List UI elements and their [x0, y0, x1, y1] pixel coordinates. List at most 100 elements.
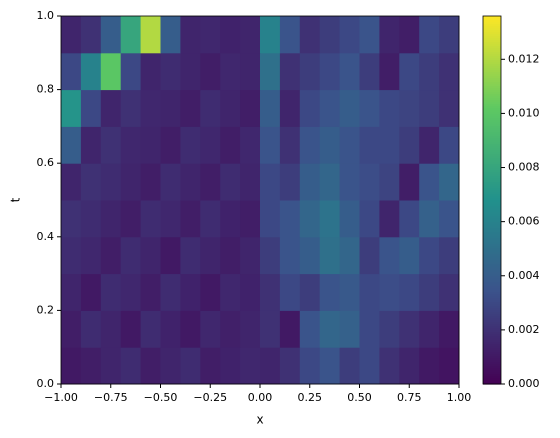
colorbar-segment [483, 84, 501, 87]
colorbar-tick-label: 0.000 [508, 377, 540, 390]
colorbar-segment [483, 218, 501, 221]
heat-cell [140, 89, 161, 127]
x-tick-label: −0.25 [193, 391, 227, 404]
heat-cell [220, 347, 241, 385]
heat-cell [299, 52, 321, 91]
heat-cell [220, 310, 241, 348]
heat-cell [319, 163, 341, 201]
colorbar-segment [483, 282, 501, 285]
colorbar-segment [483, 156, 501, 159]
colorbar-segment [483, 54, 501, 57]
colorbar-segment [483, 348, 501, 351]
heat-cell [319, 126, 341, 164]
heat-cell [80, 89, 102, 127]
colorbar-segment [483, 110, 501, 113]
colorbar-segment [483, 36, 501, 39]
y-tick-label: 0.0 [37, 377, 55, 390]
heat-cell [100, 52, 122, 91]
x-axis-label: x [256, 413, 263, 427]
colorbar-segment [483, 208, 501, 211]
colorbar-segment [483, 336, 501, 339]
heat-cell [279, 52, 301, 91]
colorbar-segment [483, 170, 501, 173]
heat-cell [220, 126, 241, 164]
colorbar-segment [483, 68, 501, 71]
heat-cell [180, 16, 201, 54]
colorbar-segment [483, 24, 501, 27]
colorbar-segment [483, 122, 501, 125]
heat-cell [319, 236, 341, 275]
colorbar-segment [483, 148, 501, 151]
colorbar-segment [483, 130, 501, 133]
colorbar-segment [483, 264, 501, 267]
colorbar-segment [483, 268, 501, 271]
colorbar-segment [483, 162, 501, 165]
heat-cell [319, 52, 341, 91]
colorbar-segment [483, 338, 501, 341]
heat-cell [120, 200, 142, 238]
colorbar-segment [483, 314, 501, 317]
heat-cell [160, 273, 181, 311]
colorbar-segment [483, 360, 501, 363]
colorbar-segment [483, 296, 501, 299]
colorbar-segment [483, 18, 501, 21]
colorbar-segment [483, 316, 501, 319]
colorbar-segment [483, 182, 501, 185]
colorbar-segment [483, 330, 501, 333]
heat-cell [359, 200, 380, 238]
colorbar-segment [483, 222, 501, 225]
heat-cell [299, 236, 321, 275]
colorbar-segment [483, 224, 501, 227]
heat-cell [100, 310, 122, 348]
colorbar-segment [483, 46, 501, 49]
heat-cell [299, 200, 321, 238]
heat-cell [439, 52, 460, 91]
colorbar-segment [483, 286, 501, 289]
heat-cell [180, 310, 201, 348]
colorbar-segment [483, 238, 501, 241]
heat-cell [359, 163, 380, 201]
colorbar-segment [483, 266, 501, 269]
y-tick-label: 0.4 [37, 230, 55, 243]
x-tick-label: −0.75 [94, 391, 128, 404]
heat-cell [240, 310, 261, 348]
heat-cell [220, 16, 241, 54]
colorbar-segment [483, 150, 501, 153]
colorbar-segment [483, 258, 501, 261]
colorbar-segment [483, 302, 501, 305]
y-tick-label: 0.6 [37, 156, 55, 169]
heat-cell [279, 310, 301, 348]
heat-cell [120, 89, 142, 127]
colorbar-segment [483, 142, 501, 145]
colorbar-segment [483, 220, 501, 223]
colorbar-segment [483, 304, 501, 307]
heat-cell [120, 52, 142, 91]
heat-cell [120, 163, 142, 201]
colorbar-segment [483, 74, 501, 77]
heat-cell [379, 52, 400, 91]
heat-cell [240, 200, 261, 238]
colorbar-segment [483, 44, 501, 47]
colorbar-segment [483, 128, 501, 131]
colorbar-segment [483, 144, 501, 147]
colorbar-segment [483, 180, 501, 183]
colorbar-segment [483, 334, 501, 337]
heat-cell [260, 52, 281, 91]
colorbar-segment [483, 380, 501, 383]
colorbar-segment [483, 192, 501, 195]
colorbar-segment [483, 274, 501, 277]
colorbar-segment [483, 358, 501, 361]
colorbar-segment [483, 48, 501, 51]
heat-cell [61, 273, 82, 311]
y-tick-label: 0.2 [37, 303, 55, 316]
colorbar-segment [483, 382, 501, 385]
heat-cell [220, 273, 241, 311]
colorbar-segment [483, 368, 501, 371]
heat-cell [200, 16, 221, 54]
heat-cell [439, 310, 460, 348]
heat-cell [339, 16, 360, 54]
colorbar-segment [483, 102, 501, 105]
colorbar-segment [483, 146, 501, 149]
colorbar-segment [483, 152, 501, 155]
heat-cell [140, 200, 161, 238]
